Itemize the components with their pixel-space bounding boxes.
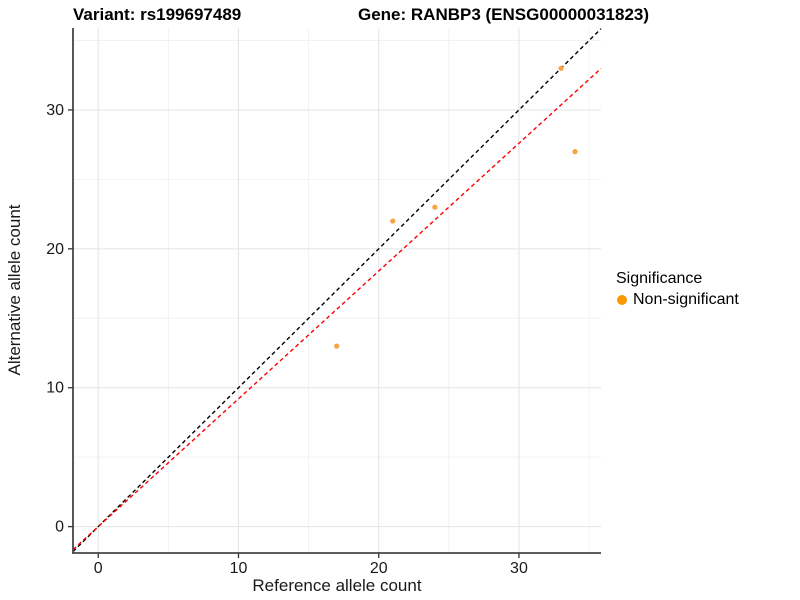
- legend-item: Non-significant: [613, 291, 739, 309]
- x-tick-label: 0: [94, 560, 103, 577]
- gene-title: Gene: RANBP3 (ENSG00000031823): [358, 5, 650, 24]
- y-tick-label: 10: [46, 380, 64, 397]
- legend-title: Significance: [616, 270, 703, 287]
- identity-line: [72, 28, 602, 553]
- variant-title: Variant: rs199697489: [73, 5, 242, 24]
- x-tick-label: 10: [230, 560, 248, 577]
- y-tick-label: 0: [55, 519, 64, 536]
- data-point: [390, 218, 396, 224]
- data-point: [334, 343, 340, 349]
- legend-item-label: Non-significant: [633, 291, 739, 308]
- data-point: [572, 149, 578, 155]
- x-axis-label: Reference allele count: [252, 576, 422, 595]
- legend: Significance Non-significant: [613, 270, 739, 309]
- fit-line: [72, 68, 602, 551]
- point-marker-icon: [617, 295, 627, 305]
- data-point: [432, 204, 438, 210]
- x-tick-label: 30: [510, 560, 528, 577]
- x-tick-label: 20: [370, 560, 388, 577]
- data-point: [558, 65, 564, 71]
- y-axis-label: Alternative allele count: [5, 204, 24, 376]
- y-tick-label: 30: [46, 102, 64, 119]
- y-tick-label: 20: [46, 241, 64, 258]
